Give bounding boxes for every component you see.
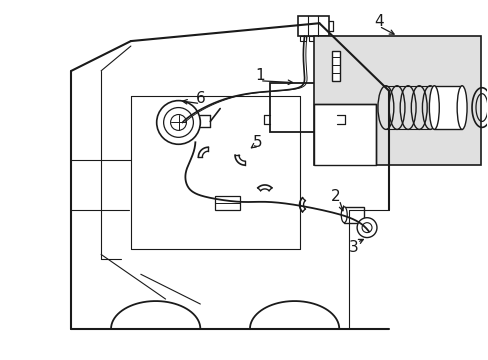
Ellipse shape xyxy=(428,86,438,129)
Text: 5: 5 xyxy=(253,135,262,150)
Ellipse shape xyxy=(341,207,346,223)
Bar xyxy=(314,104,375,165)
Bar xyxy=(297,16,328,36)
Bar xyxy=(344,207,364,223)
Circle shape xyxy=(361,223,371,233)
Bar xyxy=(332,51,340,81)
Bar xyxy=(309,36,315,41)
Bar xyxy=(320,36,325,41)
Bar xyxy=(433,86,461,129)
Circle shape xyxy=(163,108,193,137)
Ellipse shape xyxy=(456,86,466,129)
Text: 1: 1 xyxy=(255,68,264,83)
Text: 4: 4 xyxy=(373,14,383,29)
Bar xyxy=(215,196,240,210)
Circle shape xyxy=(170,114,186,130)
Circle shape xyxy=(356,218,376,238)
Bar xyxy=(299,36,305,41)
Text: 6: 6 xyxy=(195,91,205,106)
Bar xyxy=(269,83,337,132)
Circle shape xyxy=(156,100,200,144)
Text: 3: 3 xyxy=(348,240,358,255)
Bar xyxy=(314,36,480,165)
Text: 2: 2 xyxy=(330,189,340,204)
